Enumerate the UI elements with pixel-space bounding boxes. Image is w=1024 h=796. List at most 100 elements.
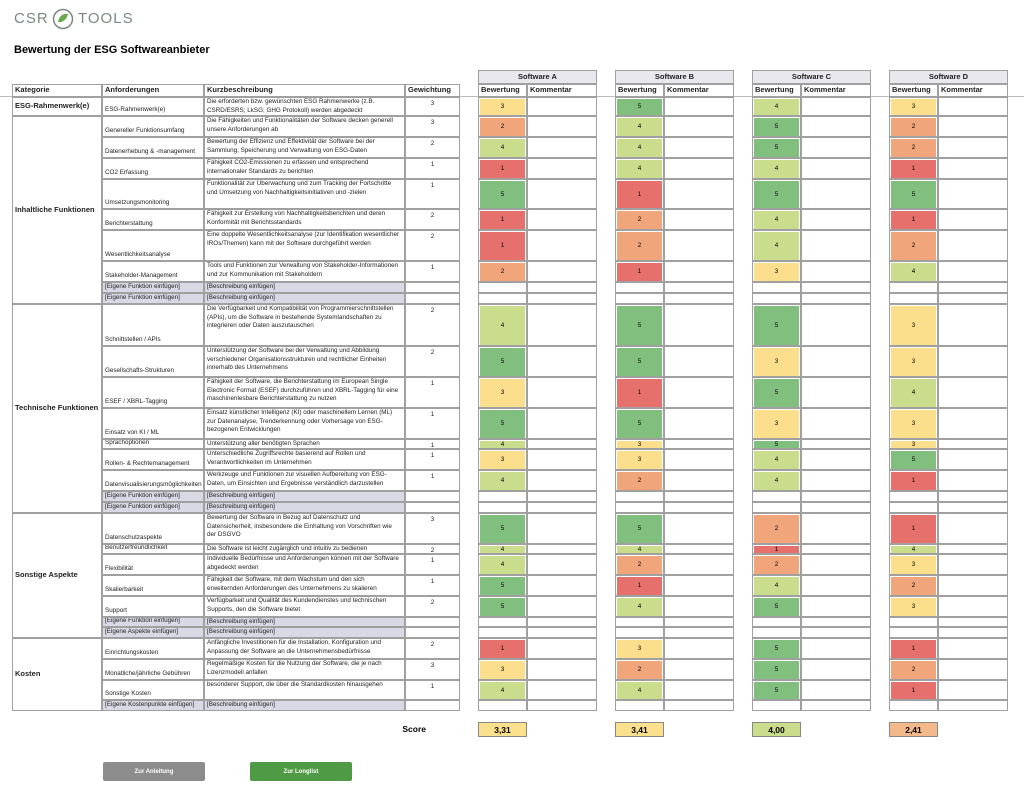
rating-cell	[889, 575, 938, 596]
comment-cell	[527, 680, 597, 700]
weight: 1	[405, 377, 460, 408]
rating: 2	[891, 576, 936, 595]
rating-cell	[752, 617, 801, 627]
rating: 3	[754, 347, 799, 376]
rating-cell	[478, 439, 527, 449]
weight	[405, 293, 460, 304]
comment-cell	[938, 209, 1008, 230]
comment-cell	[801, 116, 871, 137]
button[interactable]: Zur Longlist	[250, 762, 352, 781]
requirement: Benutzerfreundlichkeit	[102, 544, 204, 554]
rating: 4	[617, 117, 662, 136]
score: 4,00	[752, 722, 801, 737]
comment-cell	[664, 638, 734, 659]
button[interactable]: Zur Anleitung	[103, 762, 205, 781]
rating: 3	[617, 639, 662, 658]
comment-cell	[527, 575, 597, 596]
comment-cell	[664, 680, 734, 700]
rating-cell	[752, 596, 801, 617]
rating-cell	[478, 700, 527, 711]
rating: 5	[754, 660, 799, 679]
rating-cell	[615, 346, 664, 377]
comment-cell	[664, 575, 734, 596]
comment-cell	[801, 230, 871, 261]
weight: 1	[405, 470, 460, 491]
description: Individuelle Bedürfnisse und Anforderung…	[204, 554, 405, 575]
description: Tools und Funktionen zur Verwaltung von …	[204, 261, 405, 282]
logo-icon	[52, 8, 74, 30]
weight	[405, 491, 460, 502]
comment-cell	[527, 502, 597, 513]
requirement: ESG-Rahmenwerk(e)	[102, 97, 204, 116]
rating: 3	[617, 440, 662, 448]
rating: 1	[480, 159, 525, 178]
rating: 2	[480, 117, 525, 136]
description: Funktionalität zur Überwachung und zum T…	[204, 179, 405, 209]
rating-cell	[889, 158, 938, 179]
rating: 3	[891, 305, 936, 345]
description: Die erforderten bzw. gewünschten ESG Rah…	[204, 97, 405, 116]
comment-cell	[527, 261, 597, 282]
comment-cell	[938, 304, 1008, 346]
rating: 4	[754, 471, 799, 490]
rating-cell	[478, 209, 527, 230]
comment-cell	[664, 97, 734, 116]
rating-cell	[478, 346, 527, 377]
rating: 2	[891, 231, 936, 260]
rating: 4	[617, 597, 662, 616]
rating-cell	[752, 158, 801, 179]
score: 3,41	[615, 722, 664, 737]
comment-cell	[938, 554, 1008, 575]
rating-cell	[615, 491, 664, 502]
rating-cell	[615, 230, 664, 261]
weight: 2	[405, 230, 460, 261]
rating-cell	[615, 544, 664, 554]
rating: 5	[617, 305, 662, 345]
comment-cell	[527, 439, 597, 449]
rating-cell	[752, 116, 801, 137]
rating-cell	[889, 554, 938, 575]
rating: 2	[617, 210, 662, 229]
column-header: Gewichtung	[405, 84, 460, 97]
category: Technische Funktionen	[12, 304, 102, 513]
rating-cell	[889, 544, 938, 554]
rating-cell	[615, 116, 664, 137]
weight: 1	[405, 439, 460, 449]
comment-cell	[527, 627, 597, 638]
comment-cell	[801, 617, 871, 627]
rating: 1	[754, 545, 799, 553]
rating: 1	[480, 231, 525, 260]
comment-cell	[527, 513, 597, 544]
description: besonderer Support, die über die Standar…	[204, 680, 405, 700]
requirement: Berichterstattung	[102, 209, 204, 230]
rating: 5	[480, 180, 525, 208]
comment-cell	[938, 544, 1008, 554]
comment-cell	[527, 596, 597, 617]
requirement: Datenschutzaspekte	[102, 513, 204, 544]
rating: 2	[754, 514, 799, 543]
comment-cell	[801, 680, 871, 700]
comment-cell	[938, 137, 1008, 158]
rating-cell	[752, 97, 801, 116]
rating-cell	[889, 230, 938, 261]
description: Eine doppelte Wesentlichkeitsanalyse (zu…	[204, 230, 405, 261]
rating-cell	[478, 282, 527, 293]
rating: 4	[891, 545, 936, 553]
rating-cell	[478, 158, 527, 179]
rating-cell	[615, 293, 664, 304]
comment-cell	[938, 627, 1008, 638]
rating-cell	[752, 408, 801, 439]
rating: 4	[480, 545, 525, 553]
rating-cell	[615, 700, 664, 711]
comment-cell	[664, 408, 734, 439]
rating-cell	[478, 617, 527, 627]
comment-cell	[664, 116, 734, 137]
comment-cell	[938, 700, 1008, 711]
rating: 5	[480, 514, 525, 543]
comment-cell	[527, 293, 597, 304]
comment-cell	[938, 491, 1008, 502]
rating-cell	[752, 638, 801, 659]
weight: 3	[405, 659, 460, 680]
comment-cell	[938, 617, 1008, 627]
rating: 5	[754, 681, 799, 699]
